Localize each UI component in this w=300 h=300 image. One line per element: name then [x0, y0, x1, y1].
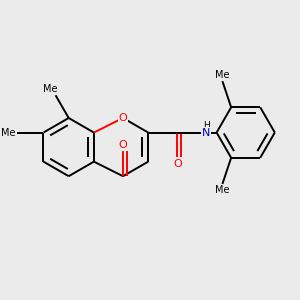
Text: O: O	[118, 113, 127, 123]
Text: Me: Me	[43, 84, 57, 94]
Text: Me: Me	[215, 70, 230, 80]
Text: N: N	[202, 128, 211, 137]
Text: Me: Me	[1, 128, 15, 137]
Text: O: O	[173, 159, 182, 169]
Text: H: H	[203, 121, 210, 130]
Text: Me: Me	[215, 185, 230, 195]
Text: O: O	[118, 140, 127, 150]
